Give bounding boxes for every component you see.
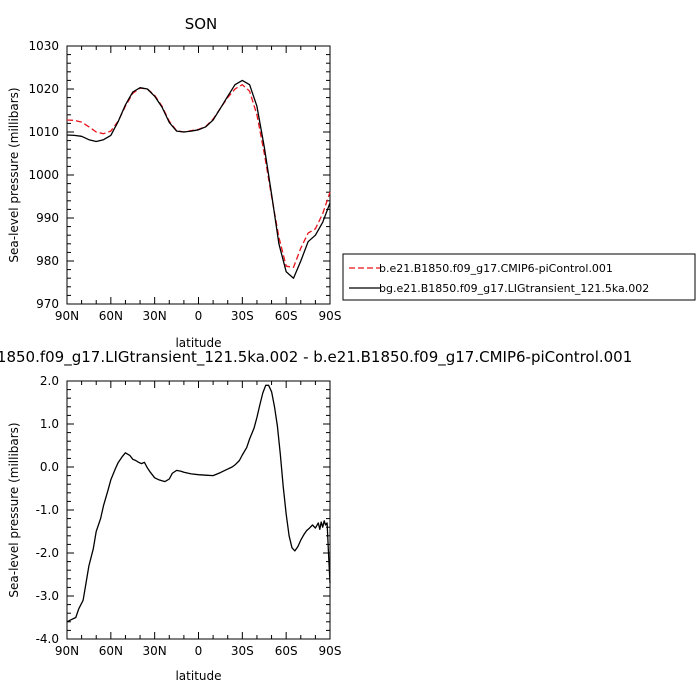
series-line-1-1 [66,84,331,269]
chart-title-2: bg.e21.B1850.f09_g17.LIGtransient_121.5k… [0,348,632,367]
y-tick-label: -4.0 [36,632,59,646]
y-tick-label: -1.0 [36,503,59,517]
y-tick-label: 0.0 [40,460,59,474]
x-tick-label: 90S [319,309,342,323]
series-line-1-2 [66,79,331,279]
y-tick-label: -3.0 [36,589,59,603]
y-tick-label: 970 [36,297,59,311]
x-tick-label: 90S [319,644,342,658]
x-tick-label: 30N [143,644,167,658]
y-tick-label: 1010 [28,125,59,139]
x-tick-label: 60N [99,309,123,323]
chart-title-1: SON [185,15,218,33]
series-line-2-1 [66,384,331,623]
x-tick-label: 30S [231,309,254,323]
x-tick-label: 0 [195,644,203,658]
y-tick-label: -2.0 [36,546,59,560]
x-tick-label: 90N [55,309,79,323]
x-tick-label: 60S [275,309,298,323]
y-tick-label: 2.0 [40,374,59,388]
y-tick-label: 1030 [28,39,59,53]
y-axis-label: Sea-level pressure (millibars) [7,87,21,262]
x-tick-label: 0 [195,309,203,323]
y-tick-label: 1020 [28,82,59,96]
x-tick-label: 30N [143,309,167,323]
y-axis-label: Sea-level pressure (millibars) [7,422,21,597]
x-tick-label: 90N [55,644,79,658]
y-tick-label: 1000 [28,168,59,182]
x-axis-label: latitude [175,336,221,350]
top-panel: SON 90N 60N 30N 0 30S 60S 90S 970 980 990 1000 1010 1… [7,15,696,350]
legend-label-1: b.e21.B1850.f09_g17.CMIP6-piControl.001 [379,262,613,275]
plot-frame-1 [66,45,331,305]
legend-box [342,253,696,301]
x-tick-label: 30S [231,644,254,658]
legend-label-2: bg.e21.B1850.f09_g17.LIGtransient_121.5k… [379,282,649,295]
y-tick-label: 980 [36,254,59,268]
y-tick-label: 1.0 [40,417,59,431]
plot-frame-2 [66,380,331,640]
x-tick-label: 60S [275,644,298,658]
x-tick-label: 60N [99,644,123,658]
bottom-panel: bg.e21.B1850.f09_g17.LIGtransient_121.5k… [0,348,632,683]
y-tick-label: 990 [36,211,59,225]
x-axis-label: latitude [175,669,221,683]
